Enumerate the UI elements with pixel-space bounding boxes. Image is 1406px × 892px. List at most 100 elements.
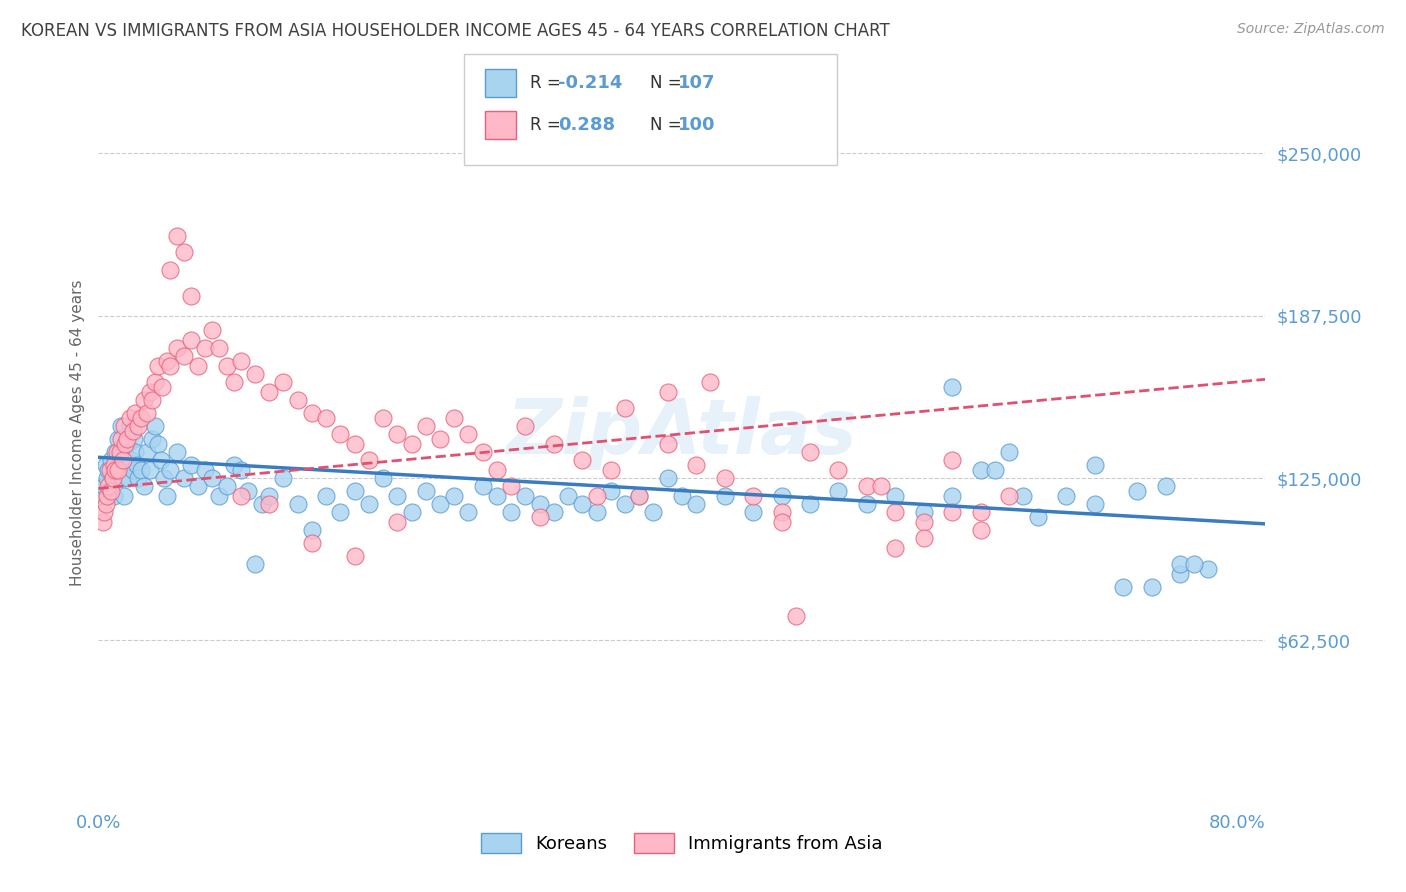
Point [100, 484, 122, 499]
Point [250, 497, 273, 511]
Point [243, 557, 266, 571]
Point [301, 406, 323, 420]
Point [856, 497, 879, 511]
Point [529, 497, 551, 511]
Point [970, 523, 993, 537]
Point [187, 359, 209, 374]
Point [443, 411, 465, 425]
Point [827, 463, 849, 477]
Point [1168, 567, 1191, 582]
Point [187, 479, 209, 493]
Point [770, 489, 793, 503]
Point [941, 489, 963, 503]
Point [485, 463, 508, 477]
Point [132, 393, 155, 408]
Point [357, 497, 380, 511]
Point [998, 489, 1021, 503]
Point [108, 445, 131, 459]
Point [93, 505, 115, 519]
Point [770, 505, 793, 519]
Point [1198, 562, 1220, 576]
Point [912, 505, 935, 519]
Point [429, 497, 451, 511]
Point [501, 479, 523, 493]
Point [471, 445, 494, 459]
Point [166, 341, 188, 355]
Point [643, 505, 665, 519]
Point [194, 463, 217, 477]
Point [138, 385, 160, 400]
Point [173, 245, 195, 260]
Point [112, 419, 135, 434]
Point [699, 375, 721, 389]
Legend: Koreans, Immigrants from Asia: Koreans, Immigrants from Asia [474, 826, 890, 861]
Point [799, 497, 821, 511]
Point [166, 229, 188, 244]
Text: R =: R = [530, 74, 567, 92]
Point [387, 489, 409, 503]
Point [257, 497, 280, 511]
Text: 107: 107 [678, 74, 716, 92]
Point [998, 445, 1021, 459]
Point [343, 549, 366, 563]
Point [273, 471, 295, 485]
Point [222, 375, 245, 389]
Point [543, 505, 565, 519]
Point [827, 484, 849, 499]
Point [685, 458, 707, 472]
Point [91, 489, 114, 503]
Point [1054, 489, 1077, 503]
Point [657, 385, 679, 400]
Point [156, 354, 179, 368]
Point [243, 367, 266, 381]
Point [159, 359, 181, 374]
Point [614, 497, 637, 511]
Point [485, 489, 508, 503]
Point [287, 393, 309, 408]
Point [120, 453, 142, 467]
Point [229, 463, 252, 477]
Point [114, 437, 136, 451]
Point [105, 463, 128, 477]
Point [93, 479, 115, 493]
Point [799, 445, 821, 459]
Point [208, 489, 231, 503]
Point [257, 489, 280, 503]
Point [105, 445, 128, 459]
Point [194, 341, 217, 355]
Point [107, 432, 129, 446]
Point [856, 479, 879, 493]
Point [135, 445, 157, 459]
Point [156, 489, 179, 503]
Point [127, 471, 149, 485]
Point [111, 453, 134, 467]
Point [143, 375, 166, 389]
Point [599, 463, 621, 477]
Y-axis label: Householder Income Ages 45 - 64 years: Householder Income Ages 45 - 64 years [69, 279, 84, 586]
Point [124, 445, 146, 459]
Point [599, 484, 621, 499]
Point [104, 463, 127, 477]
Point [148, 359, 170, 374]
Point [180, 334, 202, 348]
Point [98, 484, 121, 499]
Point [103, 489, 125, 503]
Point [387, 426, 409, 441]
Point [124, 406, 146, 420]
Point [229, 489, 252, 503]
Point [125, 458, 148, 472]
Point [129, 463, 152, 477]
Point [129, 411, 152, 425]
Point [742, 505, 765, 519]
Point [127, 419, 149, 434]
Point [343, 484, 366, 499]
Point [1168, 557, 1191, 571]
Point [91, 515, 114, 529]
Point [141, 393, 163, 408]
Point [159, 263, 181, 277]
Point [515, 419, 537, 434]
Point [138, 463, 160, 477]
Point [101, 471, 124, 485]
Point [173, 471, 195, 485]
Text: 0.288: 0.288 [558, 116, 616, 134]
